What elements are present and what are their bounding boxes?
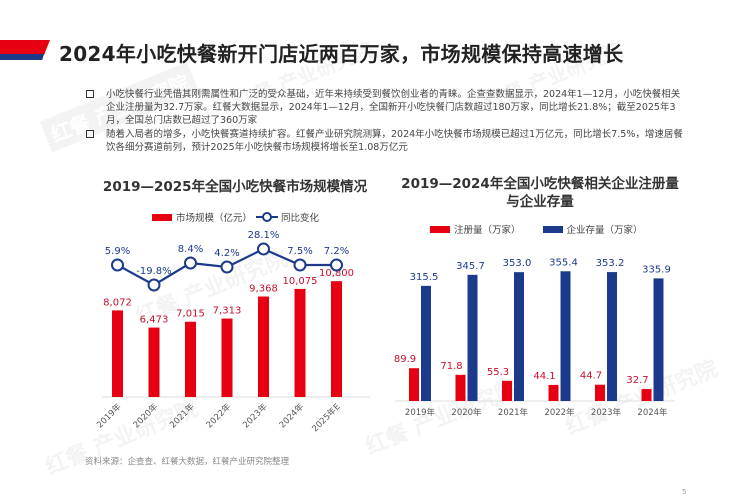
yoy-marker <box>147 278 161 292</box>
x-tick-label: 2019年 <box>95 401 124 430</box>
source-note: 资料来源：企查查、红餐大数据，红餐产业研究院整理 <box>85 457 290 467</box>
bar-market-size <box>331 281 342 397</box>
bar-registrations <box>502 380 512 401</box>
bar-value-label: 7,015 <box>176 309 205 320</box>
bar-enterprise-stock <box>467 274 478 401</box>
x-tick-label: 2021年 <box>498 407 529 418</box>
square-bullet-icon <box>86 130 94 138</box>
bar-value-label: 9,368 <box>249 284 278 295</box>
chart-legend: 市场规模（亿元） 同比变化 <box>152 210 319 224</box>
registration-value-label: 32.7 <box>626 375 648 386</box>
bar-registrations <box>595 384 605 401</box>
yoy-value-label: 28.1% <box>248 230 280 241</box>
x-tick-label: 2021年 <box>168 401 197 430</box>
bullet-point: 随着入局者的增多，小吃快餐赛道持续扩容。红餐产业研究院测算，2024年小吃快餐市… <box>86 128 686 154</box>
x-tick-label: 2020年 <box>131 401 160 430</box>
stock-value-label: 353.2 <box>596 258 625 269</box>
bar-market-size <box>258 296 269 397</box>
bar-enterprise-stock <box>514 272 524 401</box>
bar-registrations <box>455 374 466 401</box>
bar-enterprise-stock <box>421 285 431 401</box>
stock-value-label: 345.7 <box>456 261 485 272</box>
yoy-marker <box>330 258 343 272</box>
yoy-marker <box>293 258 307 272</box>
legend-swatch-blue <box>542 225 563 233</box>
title-accent-bar <box>0 40 50 60</box>
yoy-marker <box>257 242 270 256</box>
stock-value-label: 315.5 <box>410 272 439 283</box>
bar-enterprise-stock <box>653 278 664 401</box>
stock-value-label: 353.0 <box>503 258 532 269</box>
page-number: 5 <box>682 488 687 496</box>
yoy-value-label: 5.9% <box>105 246 130 257</box>
bar-value-label: 8,072 <box>103 297 132 308</box>
chart-legend: 注册量（万家） 企业存量（万家） <box>430 222 643 236</box>
bullet-point: 小吃快餐行业凭借其刚需属性和广泛的受众基础，近年来持续受到餐饮创业者的青睐。企查… <box>86 88 686 127</box>
bar-market-size <box>185 321 196 397</box>
market-size-chart: 8,072 2019年 6,473 2020年 7,015 2021年 7,313 2022年… <box>95 230 370 434</box>
x-tick-label: 2022年 <box>204 401 233 430</box>
yoy-value-label: 7.2% <box>324 246 349 257</box>
x-tick-label: 2023年 <box>591 407 622 418</box>
stock-value-label: 335.9 <box>642 264 671 275</box>
x-tick-label: 2023年 <box>241 401 270 430</box>
stock-value-label: 355.4 <box>549 257 578 268</box>
yoy-value-label: 8.4% <box>178 244 203 255</box>
enterprise-count-chart: 89.9 315.5 2019年 71.8 345.7 2020年 55.3 353.0 202… <box>394 257 675 418</box>
yoy-marker <box>220 260 234 274</box>
yoy-value-label: 4.2% <box>214 248 239 259</box>
square-bullet-icon <box>86 90 94 98</box>
x-tick-label: 2019年 <box>405 407 436 418</box>
registration-value-label: 55.3 <box>487 367 509 378</box>
yoy-value-label: -19.8% <box>136 266 171 277</box>
registration-value-label: 89.9 <box>394 354 416 365</box>
bar-value-label: 10,800 <box>319 268 354 279</box>
chart-title-enterprise-count: 2019—2024年全国小吃快餐相关企业注册量 与企业存量 <box>401 176 679 210</box>
x-tick-label: 2024年 <box>637 407 668 418</box>
bar-value-label: 6,473 <box>140 315 169 326</box>
x-tick-label: 2020年 <box>451 407 482 418</box>
bar-market-size <box>221 318 233 397</box>
bar-market-size <box>112 310 123 397</box>
page-title: 2024年小吃快餐新开门店近两百万家，市场规模保持高速增长 <box>59 42 624 66</box>
x-tick-label: 2025年E <box>310 401 343 434</box>
legend-swatch-red <box>430 225 450 233</box>
chart-title-market-size: 2019—2025年全国小吃快餐市场规模情况 <box>102 179 368 195</box>
x-tick-label: 2022年 <box>544 407 575 418</box>
yoy-marker <box>184 256 197 270</box>
registration-value-label: 44.1 <box>533 371 555 382</box>
bar-registrations <box>641 389 652 401</box>
registration-value-label: 71.8 <box>440 361 462 372</box>
bar-registrations <box>548 384 559 401</box>
bar-market-size <box>148 327 160 397</box>
legend-swatch-red <box>152 213 172 221</box>
bar-value-label: 7,313 <box>213 306 242 317</box>
bar-registrations <box>409 368 419 401</box>
registration-value-label: 44.7 <box>580 371 602 382</box>
x-tick-label: 2024年 <box>277 401 306 430</box>
bar-enterprise-stock <box>607 272 617 401</box>
bar-value-label: 10,075 <box>283 276 318 287</box>
legend-line-marker-icon <box>256 212 279 222</box>
yoy-marker <box>111 258 124 272</box>
bar-enterprise-stock <box>560 271 571 401</box>
yoy-value-label: 7.5% <box>287 246 312 257</box>
bar-market-size <box>294 288 306 397</box>
